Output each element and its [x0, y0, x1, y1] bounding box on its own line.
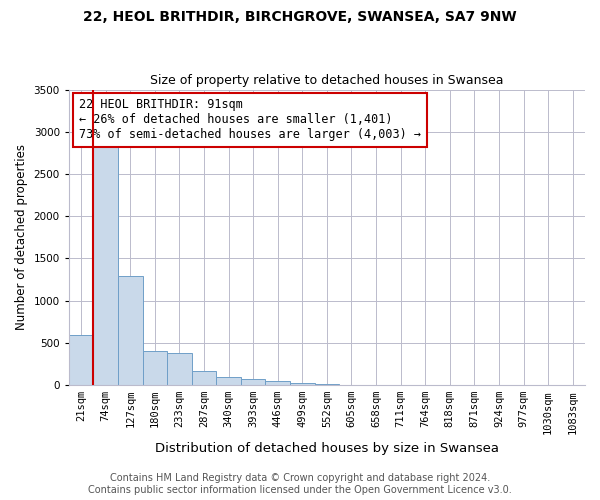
Text: 22, HEOL BRITHDIR, BIRCHGROVE, SWANSEA, SA7 9NW: 22, HEOL BRITHDIR, BIRCHGROVE, SWANSEA, …	[83, 10, 517, 24]
Bar	[118, 276, 143, 385]
Y-axis label: Number of detached properties: Number of detached properties	[15, 144, 28, 330]
Bar	[265, 381, 290, 385]
Title: Size of property relative to detached houses in Swansea: Size of property relative to detached ho…	[150, 74, 503, 87]
Bar	[143, 352, 167, 385]
Bar	[314, 384, 339, 385]
Bar	[217, 376, 241, 385]
Bar	[192, 370, 217, 385]
Text: 22 HEOL BRITHDIR: 91sqm
← 26% of detached houses are smaller (1,401)
73% of semi: 22 HEOL BRITHDIR: 91sqm ← 26% of detache…	[79, 98, 421, 142]
Bar	[241, 379, 265, 385]
Bar	[94, 141, 118, 385]
Bar	[167, 352, 192, 385]
Bar	[290, 382, 314, 385]
Bar	[69, 335, 94, 385]
Text: Contains HM Land Registry data © Crown copyright and database right 2024.
Contai: Contains HM Land Registry data © Crown c…	[88, 474, 512, 495]
X-axis label: Distribution of detached houses by size in Swansea: Distribution of detached houses by size …	[155, 442, 499, 455]
